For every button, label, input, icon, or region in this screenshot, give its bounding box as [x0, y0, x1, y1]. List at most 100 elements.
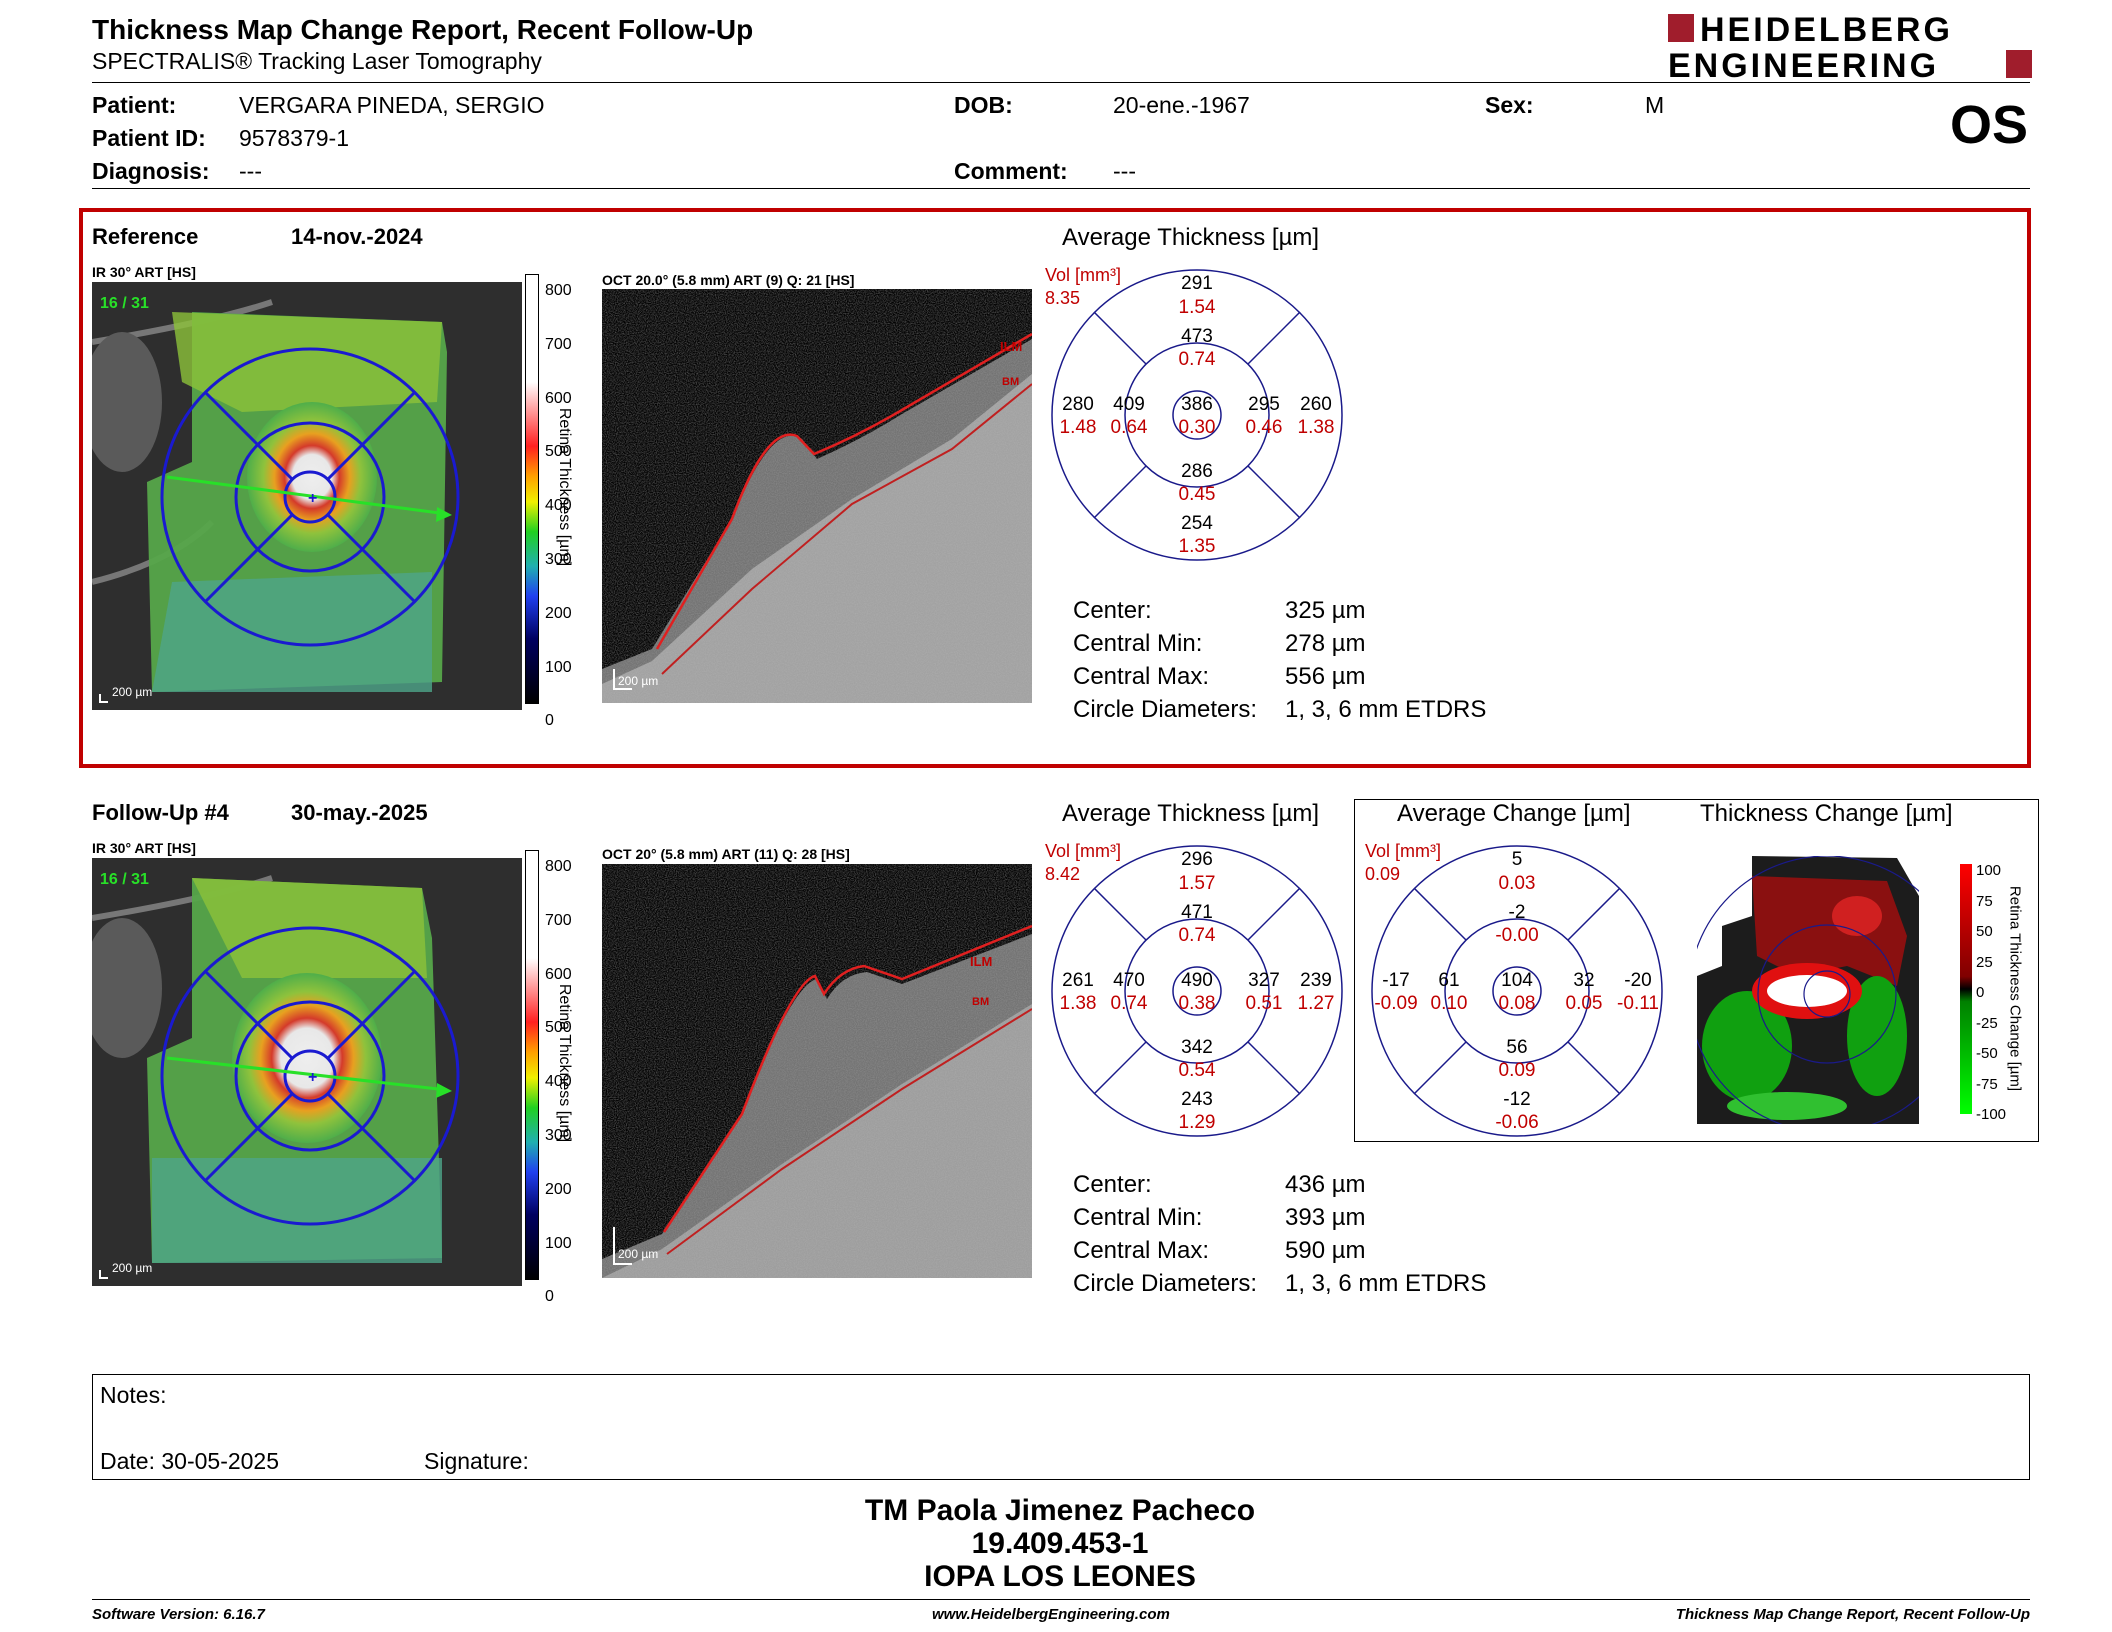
reference-ir-caption: IR 30° ART [HS]: [92, 264, 196, 280]
report-title: Thickness Map Change Report, Recent Foll…: [92, 14, 754, 45]
svg-text:386: 386: [1181, 394, 1213, 415]
svg-text:1.57: 1.57: [1179, 873, 1216, 894]
signer-name: TM Paola Jimenez Pacheco: [864, 1494, 1256, 1527]
svg-text:0.46: 0.46: [1246, 417, 1283, 438]
svg-text:61: 61: [1438, 970, 1459, 991]
followup-oct-bscan: ILM BM 200 µm: [602, 864, 1032, 1278]
website-link[interactable]: www.HeidelbergEngineering.com: [932, 1606, 1170, 1623]
logo-line1: HEIDELBERG: [1700, 12, 1953, 49]
svg-text:0.74: 0.74: [1179, 925, 1216, 946]
svg-text:0.74: 0.74: [1111, 993, 1148, 1014]
followup-stats-labels: Center: Central Min: Central Max: Circle…: [1073, 1171, 1258, 1297]
svg-text:470: 470: [1113, 970, 1145, 991]
reference-ir-scalebar: 200 µm: [112, 685, 152, 699]
sex-value: M: [1645, 92, 1665, 118]
signer-org: IOPA LOS LEONES: [924, 1560, 1196, 1593]
svg-text:Vol [mm³]: Vol [mm³]: [1045, 265, 1121, 285]
svg-text:8.42: 8.42: [1045, 864, 1080, 884]
svg-text:-0.09: -0.09: [1374, 993, 1417, 1014]
svg-text:291: 291: [1181, 273, 1213, 294]
svg-text:-20: -20: [1624, 970, 1651, 991]
svg-text:296: 296: [1181, 849, 1213, 870]
svg-text:0.74: 0.74: [1179, 349, 1216, 370]
followup-ir-scalebar: 200 µm: [112, 1261, 152, 1275]
svg-text:0.38: 0.38: [1179, 993, 1216, 1014]
followup-thickness-axis-label: Retina Thickness [µm]: [556, 983, 573, 1143]
svg-text:-0.00: -0.00: [1495, 925, 1538, 946]
signature-label: Signature:: [424, 1448, 529, 1474]
reference-ilm-label: ILM: [1000, 339, 1022, 354]
logo-line2: ENGINEERING: [1668, 47, 1939, 82]
svg-text:1.38: 1.38: [1298, 417, 1335, 438]
comment-value: ---: [1113, 158, 1136, 184]
followup-stats-values: 436 µm 393 µm 590 µm 1, 3, 6 mm ETDRS: [1285, 1171, 1487, 1297]
followup-frame-counter: 16 / 31: [100, 871, 149, 888]
svg-text:5: 5: [1512, 849, 1523, 870]
followup-ir-thickness-map: + 16 / 31 200 µm: [92, 858, 522, 1286]
diagnosis-value: ---: [239, 158, 262, 184]
signer-id: 19.409.453-1: [971, 1527, 1149, 1560]
svg-text:286: 286: [1181, 461, 1213, 482]
sex-label: Sex:: [1485, 92, 1534, 118]
svg-text:0.64: 0.64: [1111, 417, 1148, 438]
svg-text:261: 261: [1062, 970, 1094, 991]
svg-text:104: 104: [1501, 970, 1533, 991]
followup-thickness-colorbar: [525, 850, 539, 1280]
reference-ir-thickness-map: + 16 / 31 200 µm: [92, 282, 522, 710]
svg-text:0.54: 0.54: [1179, 1060, 1216, 1081]
eye-label: OS: [1950, 95, 2029, 155]
thickness-change-ticks: 100 75 50 25 0 -25 -50 -75 -100: [1976, 862, 2007, 1123]
svg-text:0.45: 0.45: [1179, 484, 1216, 505]
followup-ir-caption: IR 30° ART [HS]: [92, 840, 196, 856]
svg-text:1.35: 1.35: [1179, 536, 1216, 557]
reference-stats-labels: Center: Central Min: Central Max: Circle…: [1073, 597, 1258, 723]
svg-text:327: 327: [1248, 970, 1280, 991]
svg-text:471: 471: [1181, 902, 1213, 923]
svg-text:295: 295: [1248, 394, 1280, 415]
reference-date: 14-nov.-2024: [291, 224, 423, 249]
patient-label: Patient:: [92, 92, 177, 118]
followup-avg-title: Average Thickness [µm]: [1062, 800, 1320, 827]
followup-bm-label: BM: [972, 996, 989, 1008]
svg-text:-2: -2: [1509, 902, 1526, 923]
notes-date: Date: 30-05-2025: [100, 1448, 280, 1474]
svg-text:0.30: 0.30: [1179, 417, 1216, 438]
svg-text:0.09: 0.09: [1365, 864, 1400, 884]
svg-text:0.10: 0.10: [1431, 993, 1468, 1014]
svg-text:280: 280: [1062, 394, 1094, 415]
diagnosis-label: Diagnosis:: [92, 158, 210, 184]
report-subtitle: SPECTRALIS® Tracking Laser Tomography: [92, 48, 542, 74]
reference-oct-bscan: ILM BM 200 µm: [602, 289, 1032, 703]
reference-section-frame: [79, 208, 2031, 768]
svg-text:0.09: 0.09: [1499, 1060, 1536, 1081]
svg-text:1.48: 1.48: [1060, 417, 1097, 438]
svg-text:56: 56: [1506, 1037, 1527, 1058]
followup-oct-caption: OCT 20° (5.8 mm) ART (11) Q: 28 [HS]: [602, 846, 850, 862]
patient-name: VERGARA PINEDA, SERGIO: [239, 92, 545, 118]
svg-text:Vol [mm³]: Vol [mm³]: [1045, 841, 1121, 861]
change-etdrs-grid: Vol [mm³] 0.09 5 0.03 -2-0.00 -17-0.09 61…: [1365, 841, 1663, 1137]
svg-text:1.38: 1.38: [1060, 993, 1097, 1014]
svg-text:1.27: 1.27: [1298, 993, 1335, 1014]
notes-label: Notes:: [100, 1382, 167, 1408]
svg-text:-0.11: -0.11: [1617, 993, 1659, 1014]
svg-text:+: +: [308, 1069, 317, 1086]
reference-label: Reference: [92, 224, 199, 249]
svg-text:-12: -12: [1503, 1089, 1530, 1110]
reference-thickness-ticks: 800 700 600 500 400 300 200 100 0: [545, 282, 572, 730]
svg-text:-17: -17: [1382, 970, 1409, 991]
svg-text:0.05: 0.05: [1566, 993, 1603, 1014]
followup-oct-scalebar: 200 µm: [618, 1247, 658, 1261]
followup-ilm-label: ILM: [970, 954, 992, 969]
patient-id-label: Patient ID:: [92, 125, 206, 151]
dob-value: 20-ene.-1967: [1113, 92, 1250, 118]
software-version: Software Version: 6.16.7: [92, 1606, 265, 1623]
followup-thickness-ticks: 800 700 600 500 400 300 200 100 0: [545, 858, 572, 1306]
thickness-change-colorbar: [1960, 864, 1972, 1114]
svg-text:Vol [mm³]: Vol [mm³]: [1365, 841, 1441, 861]
svg-text:254: 254: [1181, 513, 1213, 534]
svg-text:239: 239: [1300, 970, 1332, 991]
svg-text:1.29: 1.29: [1179, 1112, 1216, 1133]
svg-text:32: 32: [1573, 970, 1594, 991]
